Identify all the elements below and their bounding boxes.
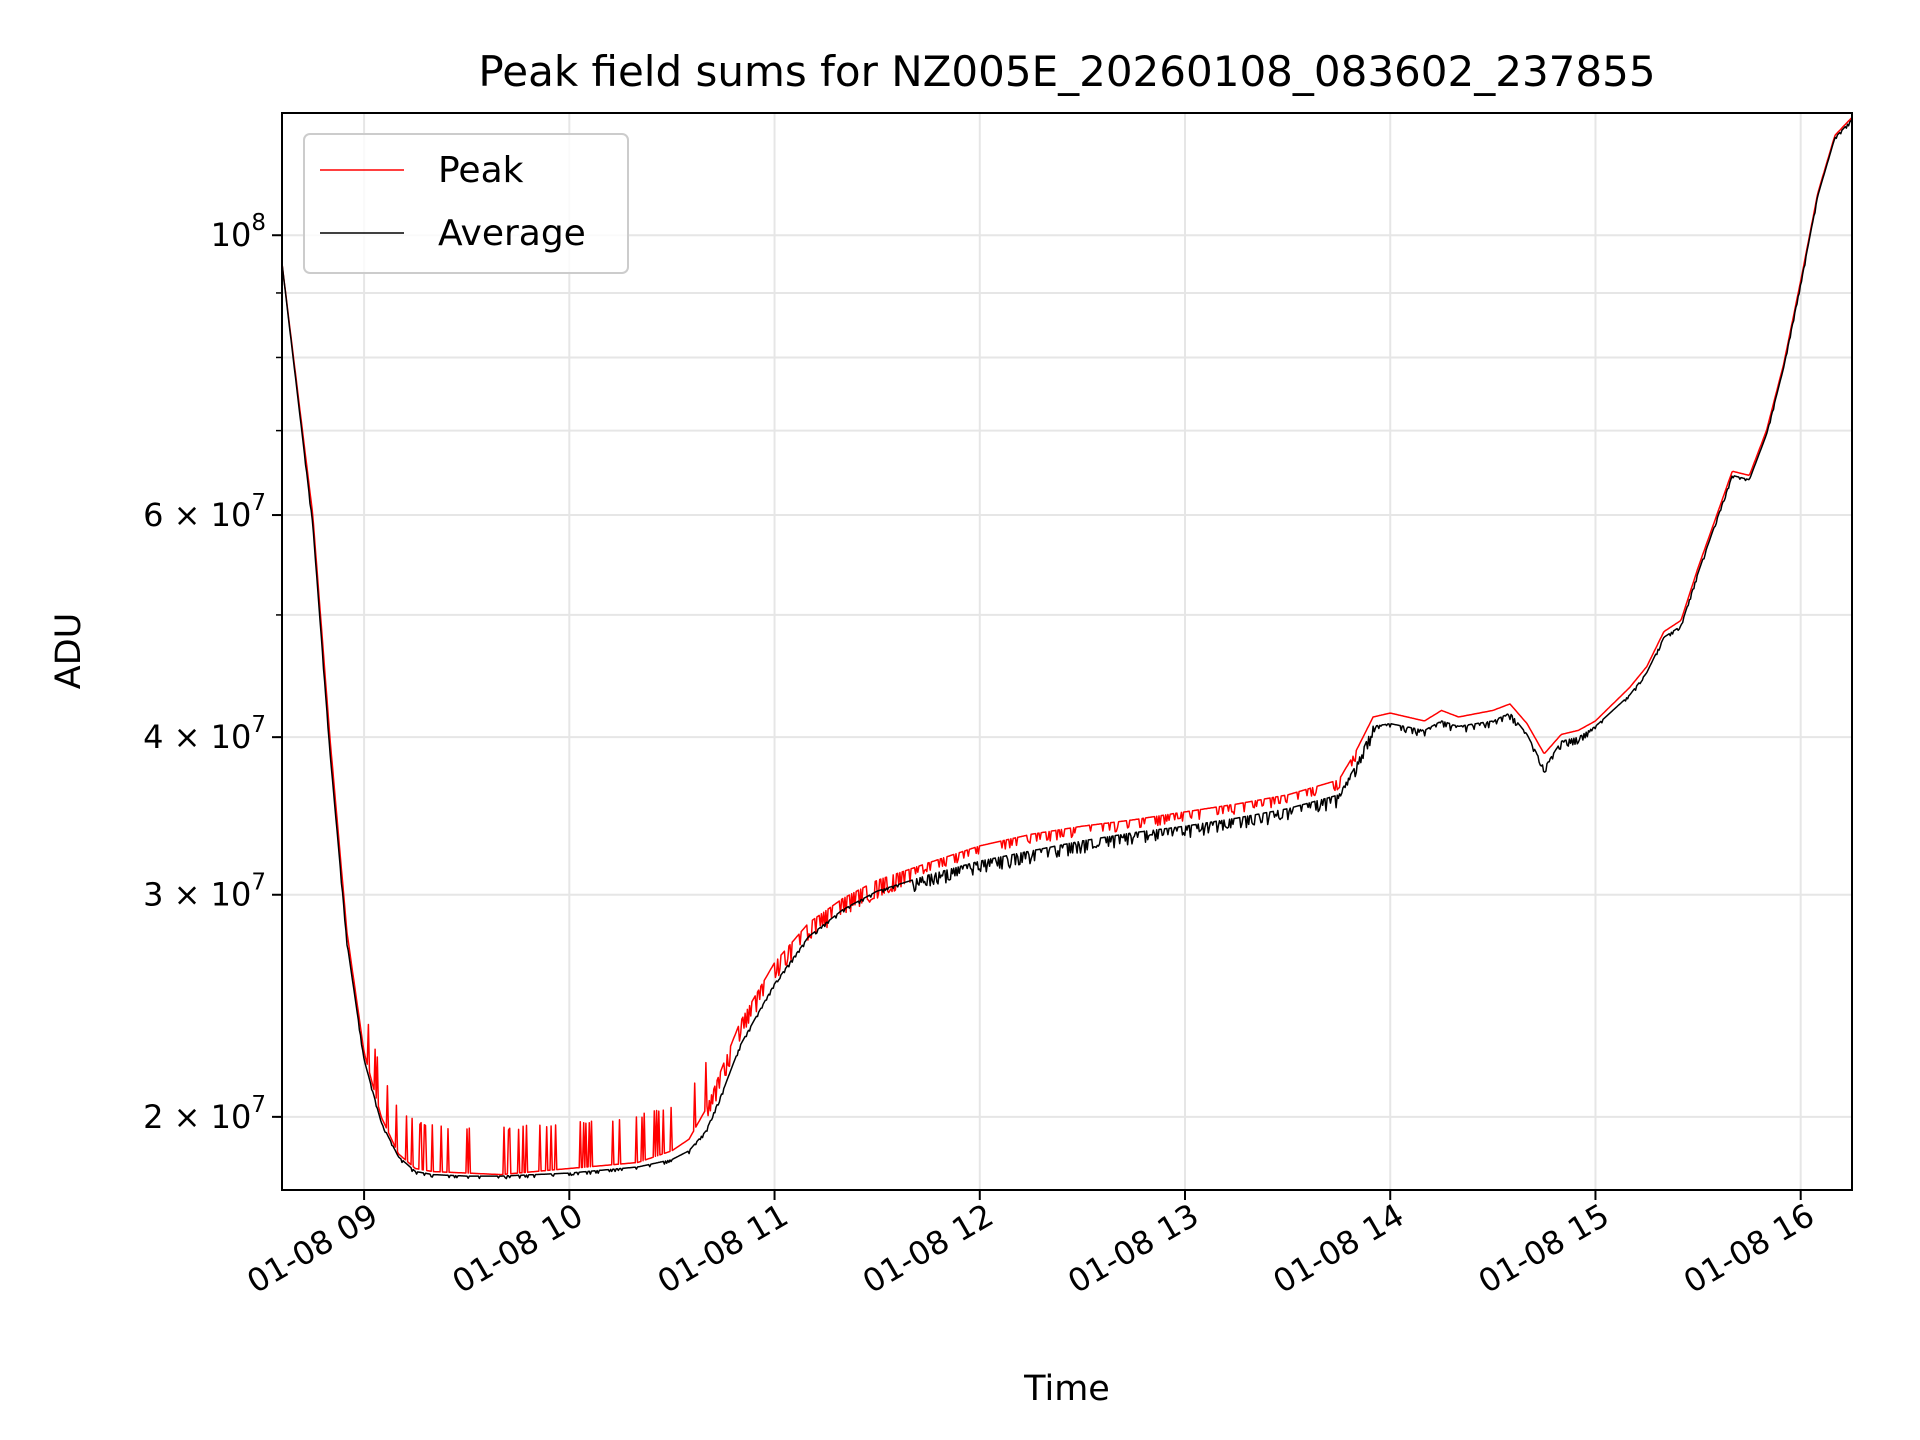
y-tick-label: 2 × 107 (143, 1092, 266, 1136)
y-axis: 2 × 107 3 × 107 4 × 107 6 × 107 108 (143, 210, 282, 1136)
x-axis-label: Time (1023, 1369, 1110, 1409)
y-axis-label: ADU (49, 613, 89, 690)
legend-label-average: Average (438, 213, 586, 254)
y-tick-label: 6 × 107 (143, 490, 266, 534)
y-tick-label: 108 (211, 210, 266, 254)
legend: Peak Average (303, 133, 629, 274)
legend-label-peak: Peak (438, 150, 524, 191)
series-layer (281, 116, 1853, 1180)
series-line-average (281, 119, 1853, 1180)
y-tick-label: 4 × 107 (143, 712, 266, 756)
chart-title: Peak field sums for NZ005E_20260108_0836… (478, 47, 1655, 96)
legend-box (303, 133, 629, 274)
plot-frame (281, 112, 1853, 1191)
series-line-peak (281, 116, 1853, 1176)
y-tick-label: 3 × 107 (143, 870, 266, 914)
